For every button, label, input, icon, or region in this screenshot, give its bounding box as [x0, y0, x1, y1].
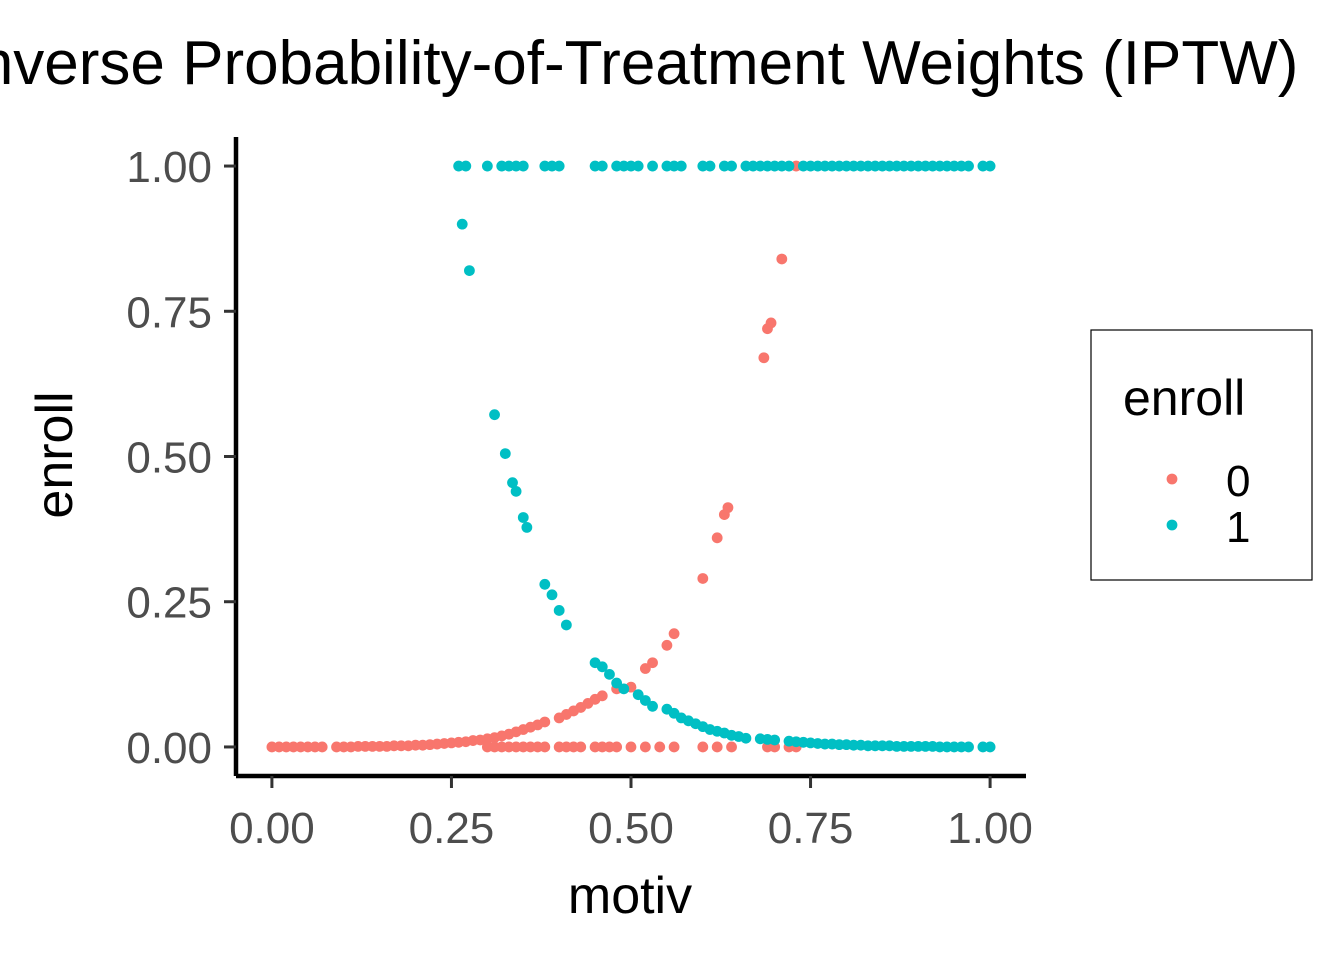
data-point [740, 732, 752, 744]
data-point [510, 485, 522, 497]
data-point [668, 741, 680, 753]
data-point [625, 741, 637, 753]
legend-key-0 [1166, 473, 1178, 485]
scatter-points [266, 160, 996, 753]
x-tick-label: 0.50 [588, 804, 674, 853]
data-point [769, 734, 781, 746]
data-point [726, 160, 737, 172]
x-tick-label: 0.75 [768, 804, 854, 853]
data-point [704, 160, 716, 172]
data-point [722, 502, 734, 514]
data-point [668, 628, 680, 640]
legend-label: 1 [1226, 503, 1250, 552]
data-point [456, 218, 468, 230]
data-point [596, 690, 608, 702]
data-point [481, 160, 493, 172]
data-point [963, 741, 974, 753]
data-point [611, 677, 623, 689]
data-point [618, 683, 630, 695]
data-point [711, 532, 723, 544]
data-point [711, 741, 723, 753]
data-point [647, 657, 658, 669]
data-point [783, 160, 795, 172]
data-point [963, 160, 974, 172]
legend-items: 01 [1166, 457, 1250, 552]
data-point [596, 661, 608, 673]
legend-title: enroll [1123, 370, 1245, 426]
y-tick-label: 0.00 [126, 724, 212, 773]
y-tick-label: 0.75 [126, 288, 212, 337]
data-point [560, 619, 572, 631]
data-point [489, 409, 500, 421]
data-point [539, 578, 551, 590]
y-tick-label: 1.00 [126, 143, 212, 192]
x-axis: 0.00 0.25 0.50 0.75 1.00 [229, 773, 1033, 853]
series-1 [453, 160, 996, 753]
data-point [611, 741, 623, 753]
data-point [765, 317, 777, 329]
x-tick-label: 1.00 [947, 804, 1033, 853]
data-point [758, 352, 770, 364]
legend-label: 0 [1226, 457, 1250, 506]
data-point [507, 477, 518, 489]
data-point [517, 160, 529, 172]
data-point [647, 160, 658, 172]
data-point [596, 160, 608, 172]
data-point [697, 741, 709, 753]
y-axis: 0.00 0.25 0.50 0.75 1.00 [126, 137, 239, 776]
data-point [675, 160, 687, 172]
data-point [776, 253, 788, 265]
data-point [539, 716, 551, 728]
data-point [460, 160, 472, 172]
data-point [632, 689, 644, 701]
legend-box [1090, 329, 1313, 581]
data-point [546, 589, 558, 601]
data-point [521, 521, 533, 533]
data-point [647, 700, 658, 712]
data-point [464, 265, 475, 277]
y-tick-label: 0.25 [126, 579, 212, 628]
data-point [639, 663, 651, 674]
data-point [632, 160, 644, 172]
data-point [499, 448, 511, 459]
legend-key-1 [1166, 519, 1178, 531]
data-point [539, 741, 551, 753]
data-point [639, 741, 651, 753]
data-point [661, 639, 673, 651]
x-axis-label: motiv [568, 867, 692, 925]
data-point [604, 668, 615, 680]
data-point [697, 573, 709, 584]
data-point [984, 741, 996, 753]
data-point [639, 695, 651, 706]
legend: enroll 01 [1090, 329, 1313, 581]
data-point [726, 741, 737, 753]
data-point [553, 160, 565, 172]
data-point [984, 160, 996, 172]
data-point [553, 605, 565, 616]
x-tick-label: 0.00 [229, 804, 315, 853]
y-axis-label: enroll [26, 391, 84, 518]
data-point [517, 512, 529, 523]
x-tick-label: 0.25 [409, 804, 495, 853]
data-point [654, 741, 666, 753]
data-point [575, 741, 587, 753]
series-0 [266, 160, 802, 753]
y-tick-label: 0.50 [126, 434, 212, 483]
data-point [316, 741, 328, 753]
chart-title: Inverse Probability-of-Treatment Weights… [0, 29, 1298, 98]
